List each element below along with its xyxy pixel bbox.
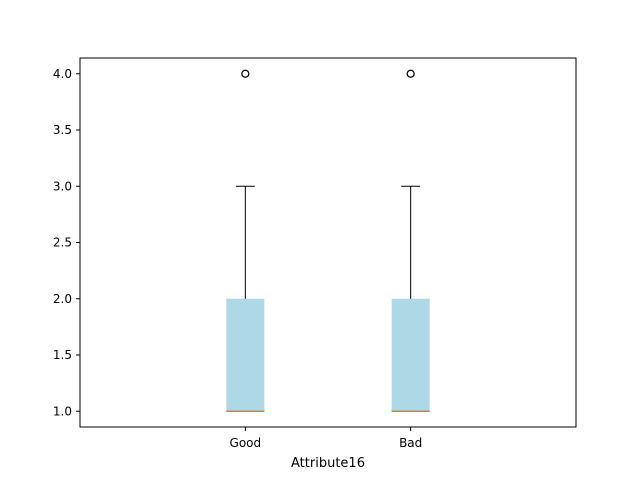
y-tick-label: 2.0 xyxy=(53,292,72,306)
y-tick-label: 4.0 xyxy=(53,67,72,81)
box-group-good xyxy=(226,69,265,412)
y-tick-label: 1.0 xyxy=(53,404,72,418)
y-tick-label: 3.5 xyxy=(53,123,72,137)
y-tick-label: 1.5 xyxy=(53,348,72,362)
axes-frame xyxy=(79,57,577,428)
plot-area xyxy=(226,69,430,412)
outlier-point xyxy=(241,69,250,78)
x-tick-label: Good xyxy=(230,436,262,450)
box-iqr xyxy=(391,298,430,412)
y-tick-label: 3.0 xyxy=(53,179,72,193)
x-axis-label: Attribute16 xyxy=(291,456,365,471)
y-tick-label: 2.5 xyxy=(53,236,72,250)
y-axis: 1.0 1.5 2.0 2.5 3.0 3.5 4.0 xyxy=(53,67,80,418)
outlier-point xyxy=(406,69,415,78)
box-group-bad xyxy=(391,69,430,412)
x-axis: Good Bad xyxy=(230,427,422,450)
box-iqr xyxy=(226,298,265,412)
x-tick-label: Bad xyxy=(399,436,422,450)
